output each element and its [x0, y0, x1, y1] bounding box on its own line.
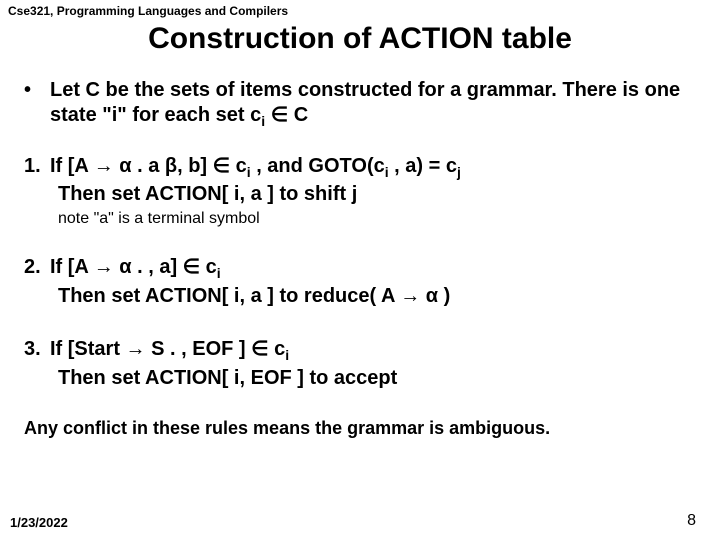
footer-page-number: 8 — [687, 512, 696, 530]
rule1-sub3: j — [457, 164, 461, 180]
slide: Cse321, Programming Languages and Compil… — [0, 0, 720, 540]
rule2-if-a: If [A → α . , a] ∈ c — [50, 256, 217, 278]
rule-3-number: 3. — [24, 336, 50, 363]
rule2-sub: i — [217, 265, 221, 281]
rule-3-if: 3. If [Start → S . , EOF ] ∈ ci — [24, 336, 696, 365]
slide-title: Construction of ACTION table — [0, 22, 720, 56]
rule-2-if-text: If [A → α . , a] ∈ ci — [50, 254, 221, 283]
conflict-note: Any conflict in these rules means the gr… — [24, 418, 696, 439]
intro-text: Let C be the sets of items constructed f… — [50, 78, 696, 131]
rule1-if-a: If [A → α . a β, b] ∈ c — [50, 155, 247, 177]
bullet-marker: • — [24, 78, 50, 103]
intro-part-a: Let C be the sets of items constructed f… — [50, 79, 680, 126]
rule-2-number: 2. — [24, 254, 50, 281]
rule-1-if: 1. If [A → α . a β, b] ∈ ci , and GOTO(c… — [24, 153, 696, 182]
rule-3-then: Then set ACTION[ i, EOF ] to accept — [24, 365, 696, 392]
rule-2-then: Then set ACTION[ i, a ] to reduce( A → α… — [24, 283, 696, 310]
footer-date: 1/23/2022 — [10, 515, 68, 530]
rule3-if-a: If [Start → S . , EOF ] ∈ c — [50, 338, 285, 360]
intro-bullet: • Let C be the sets of items constructed… — [24, 78, 696, 131]
rule-3-if-text: If [Start → S . , EOF ] ∈ ci — [50, 336, 289, 365]
rule3-sub: i — [285, 347, 289, 363]
rule-1-number: 1. — [24, 153, 50, 180]
rule1-if-c: , a) = c — [389, 155, 457, 177]
slide-body: • Let C be the sets of items constructed… — [24, 78, 696, 439]
intro-part-b: ∈ C — [265, 104, 308, 126]
rule-1-note: note "a" is a terminal symbol — [24, 210, 696, 228]
rule-1-then: Then set ACTION[ i, a ] to shift j — [24, 181, 696, 208]
rule1-if-b: , and GOTO(c — [251, 155, 385, 177]
rule-3: 3. If [Start → S . , EOF ] ∈ ci Then set… — [24, 336, 696, 392]
rule-1: 1. If [A → α . a β, b] ∈ ci , and GOTO(c… — [24, 153, 696, 229]
rule-2-if: 2. If [A → α . , a] ∈ ci — [24, 254, 696, 283]
rule-2: 2. If [A → α . , a] ∈ ci Then set ACTION… — [24, 254, 696, 310]
course-header: Cse321, Programming Languages and Compil… — [8, 4, 288, 18]
rule-1-if-text: If [A → α . a β, b] ∈ ci , and GOTO(ci ,… — [50, 153, 461, 182]
